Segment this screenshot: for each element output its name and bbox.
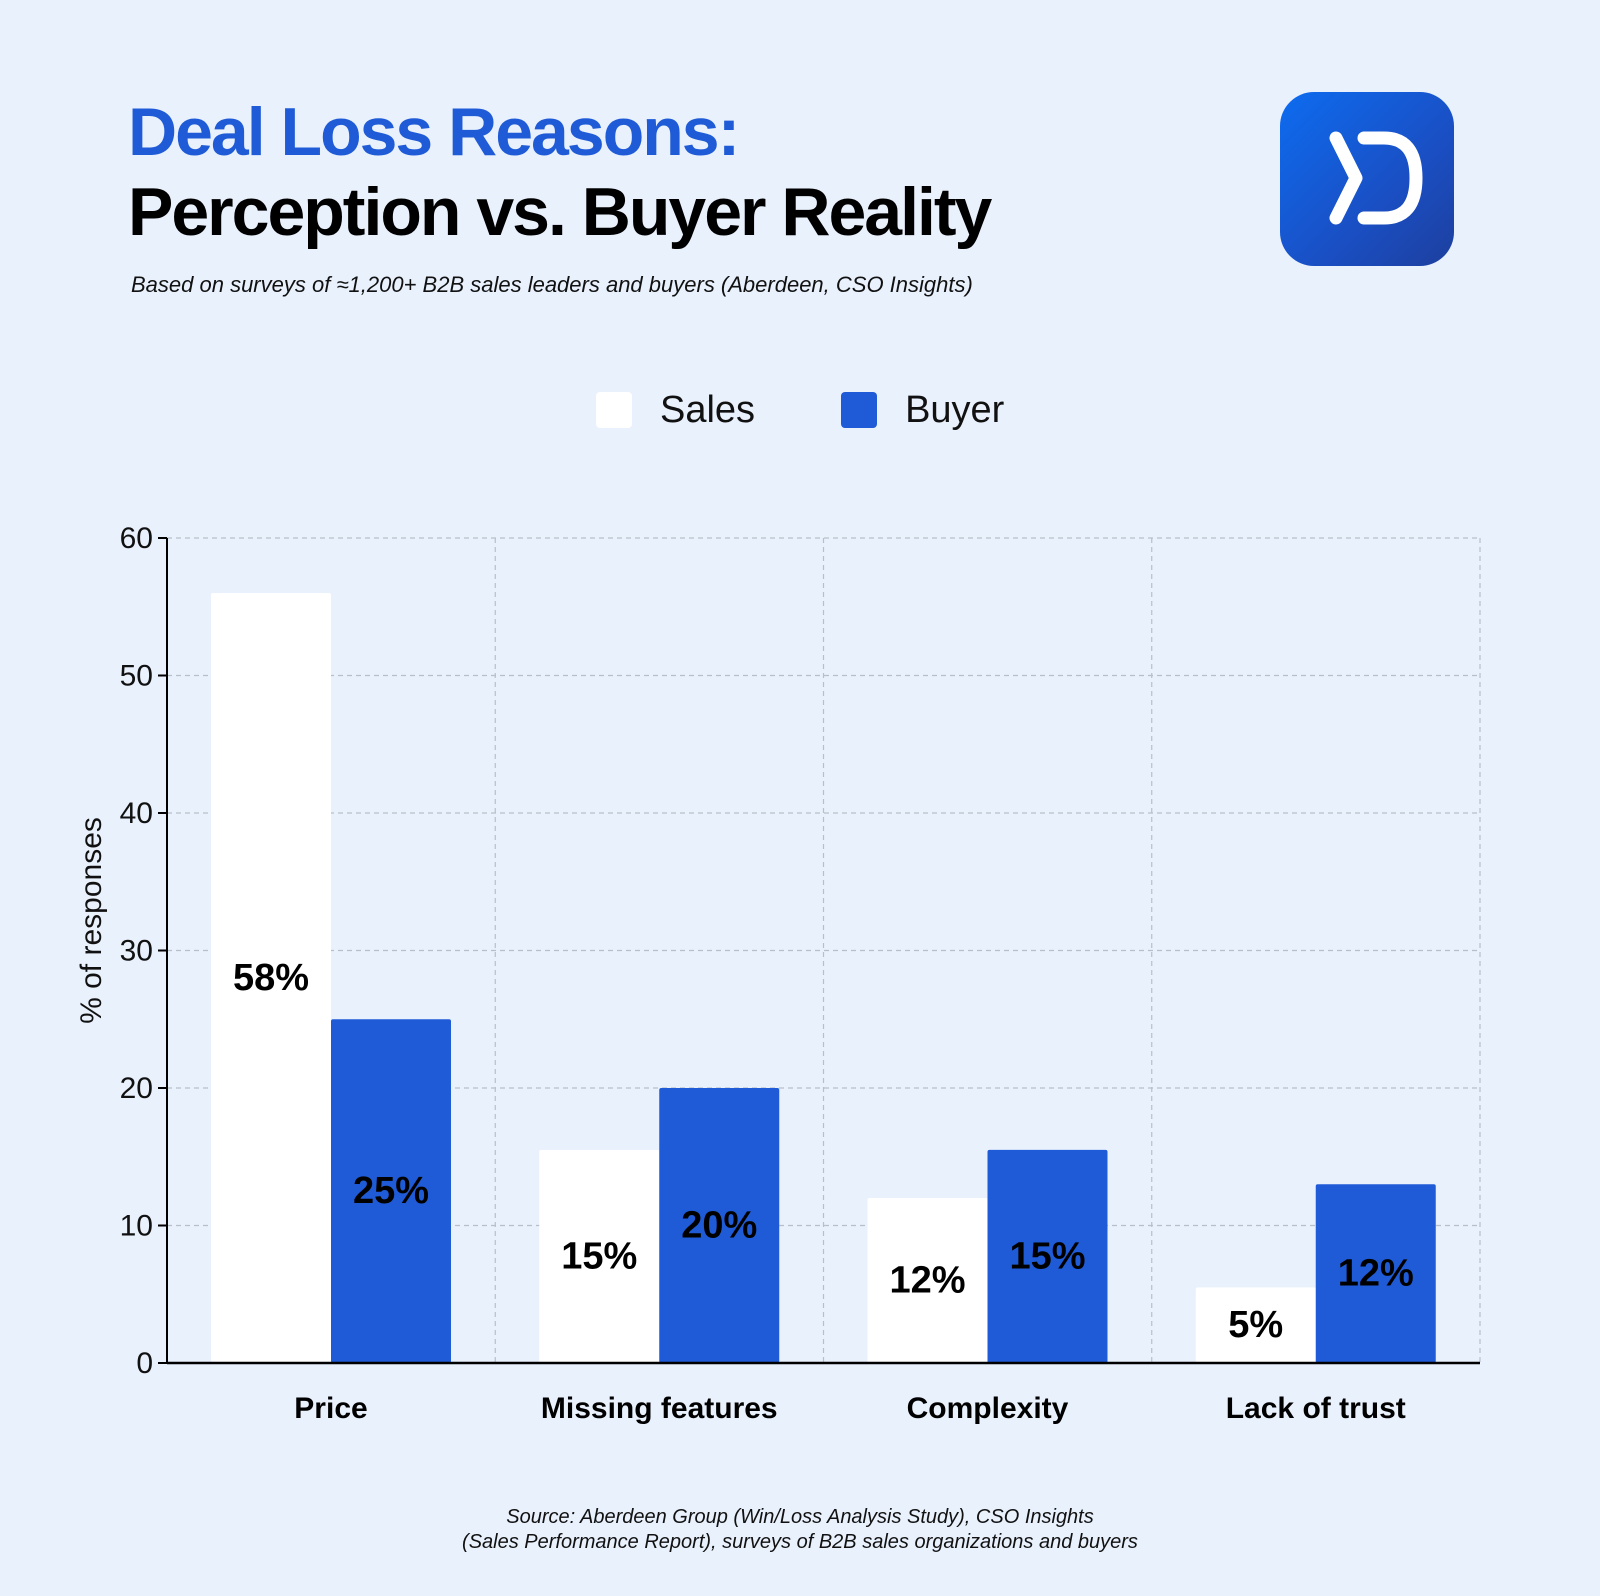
legend-swatch-buyer (841, 392, 878, 428)
title-line-1: Deal Loss Reasons: (128, 94, 740, 170)
y-tick-label-30: 30 (120, 935, 153, 968)
bar-label-sales-1: 15% (561, 1235, 637, 1277)
legend-item-sales: Sales (596, 389, 755, 432)
legend-label-buyer: Buyer (905, 388, 1005, 431)
y-tick-label-60: 60 (120, 522, 153, 555)
legend-item-buyer: Buyer (841, 389, 1004, 432)
source-line-1: Source: Aberdeen Group (Win/Loss Analysi… (506, 1506, 1094, 1528)
x-tick-label-1: Missing features (541, 1392, 778, 1425)
bar-label-buyer-0: 25% (353, 1170, 429, 1212)
title-line-2: Perception vs. Buyer Reality (128, 174, 992, 250)
bar-buyer-1 (659, 1088, 780, 1363)
y-tick-label-0: 0 (136, 1347, 153, 1380)
subtitle: Based on surveys of ≈1,200+ B2B sales le… (131, 272, 973, 297)
x-tick-label-0: Price (294, 1392, 367, 1425)
bar-label-buyer-1: 20% (681, 1205, 757, 1247)
bar-sales-2 (867, 1198, 988, 1363)
legend-label-sales: Sales (660, 388, 756, 431)
bar-sales-3 (1195, 1287, 1316, 1363)
x-tick-label-2: Complexity (907, 1392, 1069, 1425)
bar-buyer-2 (987, 1149, 1108, 1363)
brand-d-logo-icon (1329, 131, 1423, 225)
x-tick-label-3: Lack of trust (1226, 1392, 1406, 1425)
bar-buyer-0 (331, 1019, 451, 1363)
bar-label-sales-0: 58% (233, 957, 309, 999)
bar-label-sales-3: 5% (1228, 1304, 1283, 1346)
bar-chart: 0 10 20 30 40 50 60 58% 25% Price 15% 20% Missing fe… (75, 522, 1481, 1425)
bar-label-sales-2: 12% (889, 1260, 965, 1302)
bar-sales-0 (211, 593, 331, 1363)
brand-logo (1280, 92, 1454, 266)
bar-buyer-3 (1315, 1184, 1436, 1363)
y-tick-label-10: 10 (120, 1210, 153, 1243)
bar-label-buyer-2: 15% (1009, 1235, 1085, 1277)
y-axis-label: % of responses (75, 817, 108, 1024)
source-line-2: (Sales Performance Report), surveys of B… (462, 1531, 1138, 1553)
chart-legend: Sales Buyer (596, 385, 1090, 435)
source-note: Source: Aberdeen Group (Win/Loss Analysi… (0, 1505, 1600, 1555)
bar-sales-1 (539, 1149, 660, 1363)
y-tick-label-20: 20 (120, 1072, 153, 1105)
y-tick-label-40: 40 (120, 797, 153, 830)
bar-label-buyer-3: 12% (1338, 1253, 1414, 1295)
y-tick-label-50: 50 (120, 660, 153, 693)
legend-swatch-sales (596, 392, 632, 428)
